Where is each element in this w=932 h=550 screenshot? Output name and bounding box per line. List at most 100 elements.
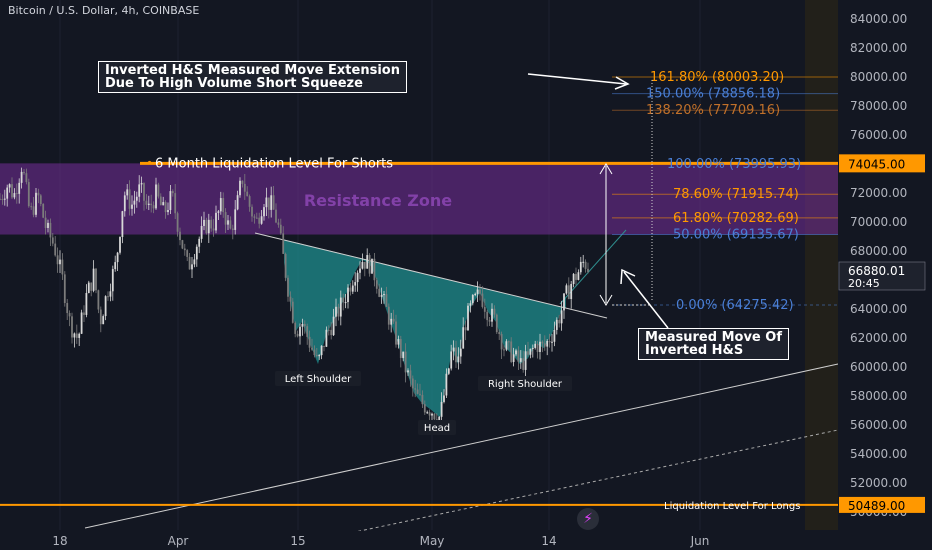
candle-body: [337, 306, 340, 317]
candle-body: [409, 370, 412, 379]
liq-longs-badge: [839, 496, 925, 513]
candle-body: [243, 183, 246, 192]
candle-body: [351, 285, 354, 292]
head-shade: [370, 260, 480, 418]
candle-body: [126, 189, 129, 196]
candle-body: [131, 204, 133, 209]
measured-move-note-line1: Measured Move Of: [645, 330, 782, 345]
candle-body: [183, 248, 186, 251]
time-axis[interactable]: 18 Apr 15 May 14 Jun: [0, 531, 838, 550]
price-tick-label: 54000.00: [850, 447, 907, 461]
candle-body: [205, 219, 208, 234]
fib-label: 61.80% (70282.69): [673, 211, 799, 226]
candle-body: [558, 319, 561, 324]
candle-body: [579, 261, 582, 273]
candle-body: [195, 246, 198, 260]
candle-body: [457, 356, 460, 363]
candle-body: [380, 294, 383, 297]
candle-body: [193, 259, 196, 265]
candle-body: [476, 289, 479, 294]
candle-body: [255, 217, 258, 219]
candle-body: [510, 341, 513, 362]
candle-body: [119, 236, 121, 253]
candle-body: [80, 312, 83, 334]
candle-body: [35, 192, 37, 215]
left-shoulder-label-bg: [275, 371, 361, 386]
candle-body: [438, 416, 441, 424]
candle-body: [174, 193, 177, 214]
candle-body: [241, 180, 244, 184]
time-tick-label: May: [420, 534, 445, 548]
price-tick-label: 70000.00: [850, 215, 907, 229]
candle-body: [464, 327, 467, 331]
fib-label: 50.00% (69135.67): [673, 228, 799, 243]
candle-body: [467, 305, 469, 331]
breakout-line: [559, 229, 627, 305]
grid: [59, 0, 838, 530]
candle-body: [567, 285, 570, 300]
candle-body: [143, 183, 145, 201]
price-tick-label: 78000.00: [850, 99, 907, 113]
candle-body: [99, 309, 102, 325]
price-tick-label: 56000.00: [850, 418, 907, 432]
candle-body: [541, 341, 544, 344]
candle-body: [536, 343, 539, 352]
support-trendline: [84, 363, 839, 529]
resistance-zone: [0, 163, 838, 235]
candle-body: [63, 274, 66, 304]
candle-body: [527, 351, 529, 355]
symbol-title[interactable]: Bitcoin / U.S. Dollar, 4h, COINBASE: [8, 4, 200, 17]
measured-arrow-line: [623, 271, 669, 329]
candle-body: [488, 320, 491, 322]
candle-body: [323, 345, 325, 347]
candle-body: [493, 308, 496, 315]
candle-body: [198, 238, 201, 247]
candle-body: [114, 262, 117, 270]
candle-body: [265, 197, 268, 208]
candle-body: [428, 412, 431, 416]
measured-move-note: Measured Move Of Inverted H&S: [638, 328, 789, 360]
candle-body: [159, 196, 162, 206]
candle-body: [239, 180, 241, 196]
candle-body: [320, 345, 323, 356]
candle-body: [495, 314, 498, 333]
candle-body: [162, 202, 165, 206]
lightning-icon[interactable]: ⚡: [577, 508, 599, 530]
candle-body: [512, 354, 515, 362]
candle-body: [145, 200, 148, 205]
candle-body: [433, 413, 436, 420]
candle-body: [8, 184, 11, 188]
candle-body: [392, 318, 395, 322]
candle-body: [366, 255, 369, 269]
candle-body: [419, 393, 421, 395]
candle-body: [78, 333, 81, 338]
candle-body: [548, 341, 551, 343]
candle-body: [354, 282, 357, 286]
candle-body: [44, 217, 47, 228]
candle-body: [522, 358, 525, 370]
candle-body: [260, 216, 263, 224]
candle-body: [253, 216, 256, 218]
time-tick-label: Apr: [168, 534, 189, 548]
candle-body: [575, 273, 577, 280]
candle-body: [207, 219, 210, 234]
candle-body: [179, 231, 181, 241]
candle-body: [203, 219, 205, 226]
candle-body: [387, 306, 390, 325]
liq-longs-badge-text: 50489.00: [848, 499, 905, 513]
extension-note-line1: Inverted H&S Measured Move Extension: [105, 63, 400, 78]
candle-body: [507, 341, 510, 343]
candle-body: [59, 259, 61, 265]
candle-body: [157, 184, 160, 197]
candle-body: [138, 184, 141, 197]
candle-body: [186, 250, 189, 257]
candle-body: [416, 389, 419, 394]
measured-move-note-line2: Inverted H&S: [645, 343, 744, 358]
candle-body: [140, 183, 143, 185]
candle-body: [287, 277, 289, 297]
candle-body: [92, 268, 95, 291]
candle-body: [587, 268, 589, 272]
left-shoulder-shade: [284, 239, 370, 365]
candle-body: [505, 341, 508, 350]
